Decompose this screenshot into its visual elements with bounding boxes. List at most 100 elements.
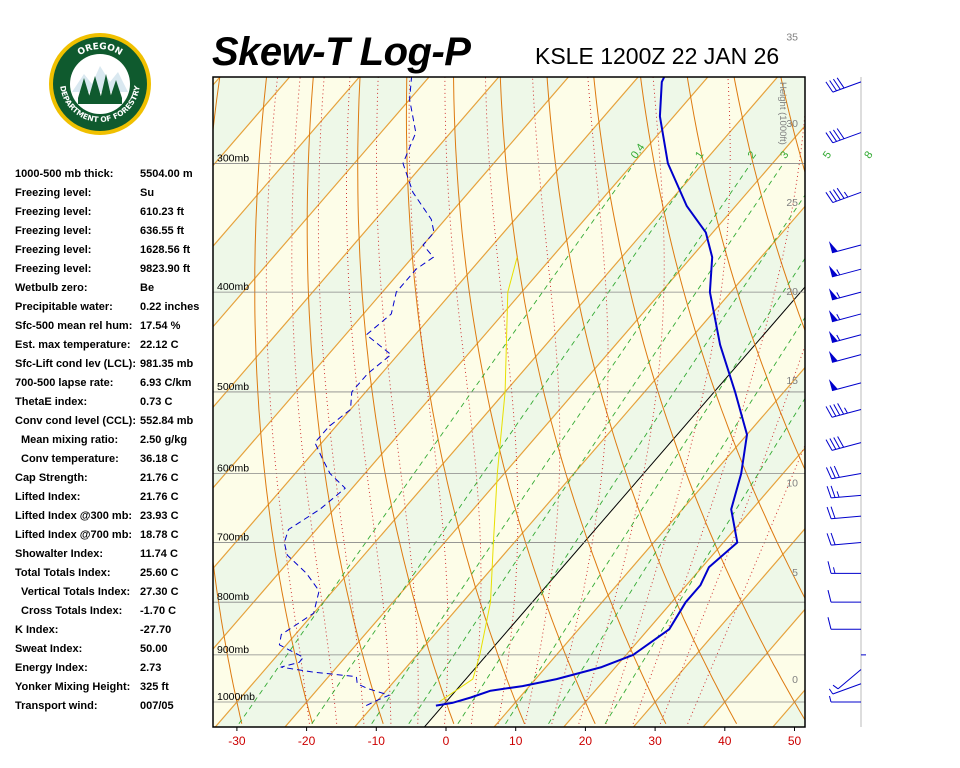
wind-barbs [825,12,866,703]
wind-barb-half [833,567,836,574]
isotherm [562,447,805,727]
stat-value: 6.93 C/km [140,377,192,389]
wind-barb-full [830,506,836,519]
mixing-ratio-label: 8 [862,149,875,161]
stat-label: Vertical Totals Index: [21,586,131,598]
stat-value: 981.35 mb [140,358,194,370]
wind-barb [828,330,862,344]
height-axis-title: Height (1000ft) [777,82,788,145]
wind-barb-full [825,81,834,93]
wind-barb-full [826,486,832,499]
stat-value: 325 ft [140,681,169,693]
isotherm [213,77,639,570]
stat-row: Mean mixing ratio: 2.50 g/kg [15,434,220,453]
temperature-band [0,72,85,732]
wind-barb [825,465,862,480]
height-tick-label: 30 [786,118,798,130]
stat-value: 0.22 inches [140,301,200,313]
sounding-profiles [278,77,748,707]
isotherm [353,205,805,727]
wind-barb-staff [831,354,862,363]
dry-adiabat [851,0,960,724]
height-tick-label: 10 [786,477,798,489]
height-tick-label: 35 [786,32,798,44]
stat-label: Lifted Index: [15,491,81,503]
wind-barb-pennant [828,350,838,363]
wind-barb-full [833,437,841,449]
temperature-band [0,72,155,732]
wind-barb-full [827,617,832,630]
wind-barb [861,654,866,656]
stat-row: K Index: -27.70 [15,624,220,643]
stat-label: Wetbulb zero: [15,282,88,294]
isotherm [0,72,15,732]
stat-row: ThetaE index: 0.73 C [15,396,220,415]
stat-row: Sfc-500 mean rel hum: 17.54 % [15,320,220,339]
station-time-subtitle: KSLE 1200Z 22 JAN 26 [535,43,780,69]
stat-row: Transport wind: 007/05 [15,700,220,719]
temperature-band [213,77,220,86]
isotherm [0,72,85,732]
dry-adiabat [306,77,384,724]
wind-barb-full [837,403,845,415]
mixing-ratio-line [408,163,784,725]
stat-label: Sfc-Lift cond lev (LCL): [15,358,136,370]
wind-barb [825,403,862,418]
wind-barb-full [829,130,837,142]
stat-label: Lifted Index @700 mb: [15,529,133,541]
wind-barb-full [827,590,832,603]
wind-barb-staff [831,473,862,480]
plot-frame [212,76,806,728]
stat-value: 9823.90 ft [140,263,191,275]
wind-barb-full [829,405,837,417]
dry-adiabat [686,77,805,471]
wind-barb-full [825,467,832,479]
stat-row: Lifted Index @300 mb: 23.93 C [15,510,220,529]
stat-label: Freezing level: [15,225,92,237]
isotherm [213,77,430,328]
stat-label: K Index: [15,624,59,636]
chart-title: Skew-T Log-P [212,30,471,74]
stat-label: Freezing level: [15,263,92,275]
wind-barb [829,695,861,703]
wind-barb-full [832,189,841,201]
pressure-label: 1000mb [217,691,255,703]
wind-barb-full [829,466,836,479]
dry-adiabat [546,77,738,725]
dry-adiabat [956,0,960,724]
stat-value: 27.30 C [140,586,179,598]
stat-label: Sweat Index: [15,643,83,655]
stat-value: 2.73 [140,662,162,674]
stat-label: Cap Strength: [15,472,88,484]
stat-value: 17.54 % [140,320,181,332]
mixing-ratio-line [457,194,805,725]
wind-barb-full [833,12,840,22]
isotherm [213,77,361,248]
wind-barb-full [836,128,845,140]
pressure-label: 300mb [217,152,249,164]
height-tick-label: 25 [786,197,798,209]
pressure-label: 800mb [217,591,249,603]
stat-value: 22.12 C [140,339,179,351]
wind-barb [828,379,862,392]
oregon-department-of-forestry-logo: OREGON DEPARTMENT OF FORESTRY [49,33,151,135]
wind-barb [827,617,861,630]
x-tick-label: 50 [788,734,802,748]
x-tick-label: -30 [228,734,246,748]
wind-barb [825,77,862,93]
wind-barb-staff [837,669,862,690]
stat-value: 610.23 ft [140,206,185,218]
isotherm [838,72,960,732]
wind-barb [826,532,862,546]
wind-barb [832,669,862,690]
wind-barb-full [830,532,836,545]
sounding-indices-panel: 1000-500 mb thick: 5504.00 m Freezing leve… [15,168,220,719]
wind-barb-pennant [828,241,838,253]
stat-row: Freezing level: Su [15,187,220,206]
wind-barb-staff [831,515,862,520]
wind-barb-full [833,404,841,416]
stat-value: 0.73 C [140,396,173,408]
wind-barb-staff [831,442,862,451]
wind-barb-pennant [828,265,838,277]
stat-value: 23.93 C [140,510,179,522]
